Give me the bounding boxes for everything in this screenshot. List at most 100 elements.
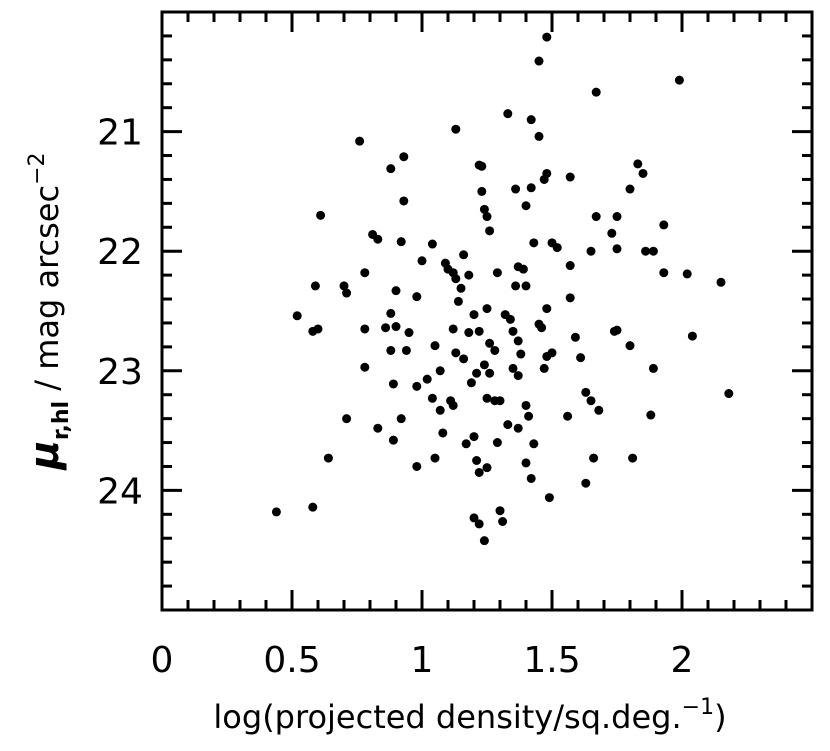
point <box>524 411 534 421</box>
y-tick-label: 23 <box>97 352 143 393</box>
x-tick-label: 0 <box>151 640 174 681</box>
point <box>313 324 323 334</box>
x-label-sup: −1 <box>682 695 714 720</box>
point <box>430 341 440 351</box>
point <box>308 502 318 512</box>
point <box>612 244 622 254</box>
point <box>412 381 422 391</box>
point <box>438 428 448 438</box>
point <box>648 246 658 256</box>
point <box>724 389 734 399</box>
point <box>453 296 463 306</box>
point <box>565 261 575 271</box>
point <box>503 109 513 119</box>
point <box>526 115 536 125</box>
point <box>529 439 539 449</box>
point <box>612 212 622 222</box>
point <box>513 423 523 433</box>
point <box>469 513 479 523</box>
point <box>360 268 370 278</box>
point <box>310 281 320 291</box>
point <box>485 368 495 378</box>
point <box>511 184 521 194</box>
point <box>534 131 544 141</box>
point <box>479 536 489 546</box>
point <box>576 353 586 363</box>
point <box>563 411 573 421</box>
point <box>396 237 406 247</box>
point <box>459 250 469 260</box>
point <box>399 196 409 206</box>
point <box>381 323 391 333</box>
point <box>404 328 414 338</box>
point <box>581 478 591 488</box>
point <box>391 322 401 332</box>
point <box>474 519 484 529</box>
point <box>373 423 383 433</box>
point <box>537 323 547 333</box>
point <box>589 453 599 463</box>
point <box>435 366 445 376</box>
point <box>625 184 635 194</box>
point <box>482 212 492 222</box>
point <box>482 463 492 473</box>
point <box>495 506 505 516</box>
point <box>492 268 502 278</box>
point <box>682 269 692 279</box>
y-axis-label: μr,hl / mag arcsec−2 <box>22 152 74 471</box>
point <box>521 400 531 410</box>
point <box>466 378 476 388</box>
x-label-close: ) <box>714 698 726 736</box>
y-label-symbol: μ <box>22 440 68 471</box>
point <box>495 396 505 406</box>
point <box>316 210 326 220</box>
point <box>459 354 469 364</box>
point <box>451 274 461 284</box>
y-label-sup: −2 <box>25 152 50 184</box>
point <box>464 328 474 338</box>
point <box>492 438 502 448</box>
point <box>508 363 518 373</box>
point <box>565 172 575 182</box>
point <box>565 293 575 303</box>
point <box>591 212 601 222</box>
point <box>542 32 552 42</box>
point <box>474 326 484 336</box>
point <box>646 410 656 420</box>
point <box>516 349 526 359</box>
point <box>539 174 549 184</box>
point <box>271 507 281 517</box>
point <box>485 338 495 348</box>
y-label-sub: r,hl <box>49 401 74 440</box>
point <box>388 379 398 389</box>
point <box>472 456 482 465</box>
point <box>648 363 658 373</box>
point <box>641 246 651 256</box>
point <box>521 281 531 291</box>
point <box>628 453 638 463</box>
plot-frame <box>160 10 814 612</box>
y-tick-label: 22 <box>97 232 143 273</box>
point <box>386 164 396 174</box>
point <box>469 310 479 320</box>
point <box>526 473 536 483</box>
point <box>544 493 554 503</box>
point <box>505 314 515 324</box>
point <box>518 264 528 274</box>
point <box>417 256 427 266</box>
point <box>477 186 487 196</box>
point <box>474 467 484 477</box>
point <box>625 341 635 351</box>
point <box>464 270 474 280</box>
point <box>542 351 552 361</box>
point <box>399 152 409 162</box>
point <box>513 336 523 346</box>
point <box>451 124 461 134</box>
point <box>472 368 482 378</box>
point <box>716 277 726 287</box>
point <box>388 435 398 445</box>
point <box>427 393 437 403</box>
point <box>511 281 521 291</box>
